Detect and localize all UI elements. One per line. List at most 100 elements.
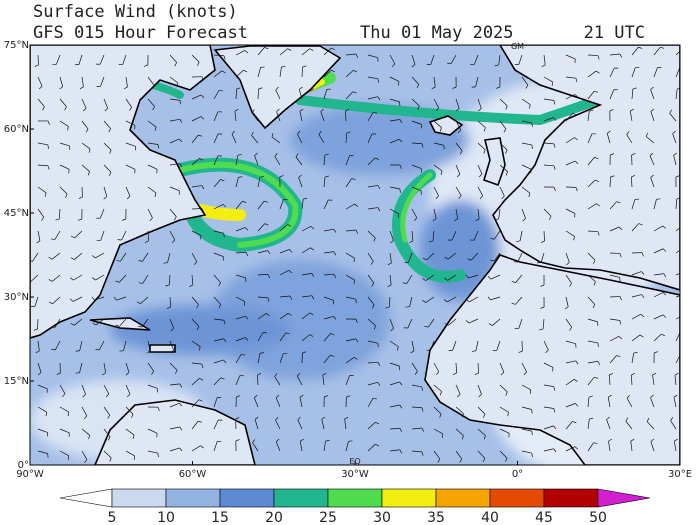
wind-barb: [34, 64, 39, 67]
wind-barb: [674, 438, 678, 442]
wind-barb: [142, 274, 149, 284]
wind-barb: [653, 199, 657, 210]
wind-barb: [649, 152, 654, 157]
wind-barb: [223, 338, 227, 343]
wind-barb: [653, 273, 664, 276]
wind-barb: [330, 354, 335, 357]
wind-barb: [572, 113, 577, 116]
wind-barb: [477, 164, 483, 175]
wind-barb: [179, 426, 183, 431]
wind-barb: [388, 296, 391, 307]
wind-barb: [33, 328, 38, 331]
wind-barb: [477, 384, 482, 395]
wind-barb: [675, 89, 678, 100]
wind-barb: [574, 446, 579, 450]
wind-barb: [81, 164, 90, 172]
wind-barb: [323, 69, 332, 78]
wind-barb: [157, 407, 160, 412]
wind-barb: [126, 393, 131, 398]
coastlines: [30, 45, 680, 465]
wind-barb: [389, 252, 392, 263]
wind-barb: [169, 54, 177, 63]
wind-barb: [70, 323, 75, 326]
wind-barb: [474, 54, 479, 65]
wind-barb: [499, 428, 510, 434]
wind-barb: [411, 362, 418, 372]
wind-barb: [543, 208, 552, 217]
wind-barb: [169, 163, 180, 166]
wind-barb: [447, 296, 457, 303]
wind-barb: [213, 204, 224, 210]
wind-barb: [684, 225, 687, 227]
wind-barb: [483, 413, 486, 418]
wind-barb: [191, 116, 202, 122]
wind-barb: [609, 372, 614, 376]
wind-barb: [165, 284, 170, 287]
wind-barb: [367, 296, 375, 306]
wind-barb: [421, 407, 424, 412]
wind-barb: [619, 53, 623, 58]
wind-barb: [345, 441, 349, 452]
wind-barb: [375, 443, 380, 447]
wind-barb: [450, 54, 457, 64]
wind-barb: [257, 374, 259, 386]
wind-barb: [348, 440, 353, 442]
wind-barb: [59, 86, 63, 90]
wind-barb: [198, 134, 203, 137]
wind-barb: [479, 195, 483, 200]
wind-barb: [235, 69, 244, 78]
wind-barb: [345, 178, 352, 188]
wind-barb: [444, 256, 449, 260]
lat-label: 0°: [18, 460, 29, 471]
wind-barb: [191, 158, 200, 166]
wind-barb: [367, 133, 373, 144]
wind-barb: [565, 379, 575, 386]
wind-barb: [684, 247, 687, 249]
equator-label: EQ: [349, 457, 360, 466]
wind-barb: [213, 318, 224, 321]
wind-barb: [650, 397, 655, 408]
wind-barb: [441, 433, 444, 438]
wind-barb: [275, 419, 281, 430]
wind-barb: [587, 360, 598, 364]
wind-barb: [478, 173, 483, 178]
wind-barb: [439, 391, 442, 396]
wind-barb: [322, 372, 327, 376]
wind-barb: [103, 428, 111, 438]
wind-barb: [587, 230, 598, 233]
wind-barb: [323, 177, 326, 188]
wind-barb: [354, 203, 359, 207]
wind-barb: [213, 419, 219, 430]
wind-barb: [565, 446, 576, 452]
wind-barb: [287, 48, 292, 51]
wind-barb: [518, 54, 523, 65]
wind-barb: [455, 142, 463, 152]
wind-barb: [125, 362, 130, 373]
wind-barb: [274, 373, 278, 377]
colorbar-segment: [111, 488, 167, 508]
wind-barb: [452, 340, 457, 351]
wind-barb: [523, 371, 527, 376]
wind-barb: [540, 306, 545, 309]
wind-barb: [543, 76, 553, 83]
wind-barb: [455, 384, 461, 395]
wind-barb: [531, 144, 533, 149]
wind-barb: [39, 85, 43, 90]
wind-barb: [565, 208, 576, 214]
wind-barb: [213, 338, 224, 342]
wind-barb: [35, 350, 40, 354]
wind-barb: [237, 154, 242, 156]
wind-barb: [297, 419, 303, 430]
wind-barb: [257, 332, 264, 342]
wind-barb: [641, 294, 645, 299]
wind-barb: [511, 302, 516, 305]
wind-barb: [461, 435, 464, 440]
wind-barb: [67, 455, 70, 460]
wind-barb: [387, 284, 392, 288]
wind-barb: [625, 420, 633, 430]
wind-barb: [298, 89, 303, 100]
subtitle: GFS 015 Hour Forecast: [33, 23, 248, 43]
wind-barb: [653, 67, 658, 78]
wind-barb: [593, 281, 596, 286]
wind-barb: [333, 316, 337, 320]
